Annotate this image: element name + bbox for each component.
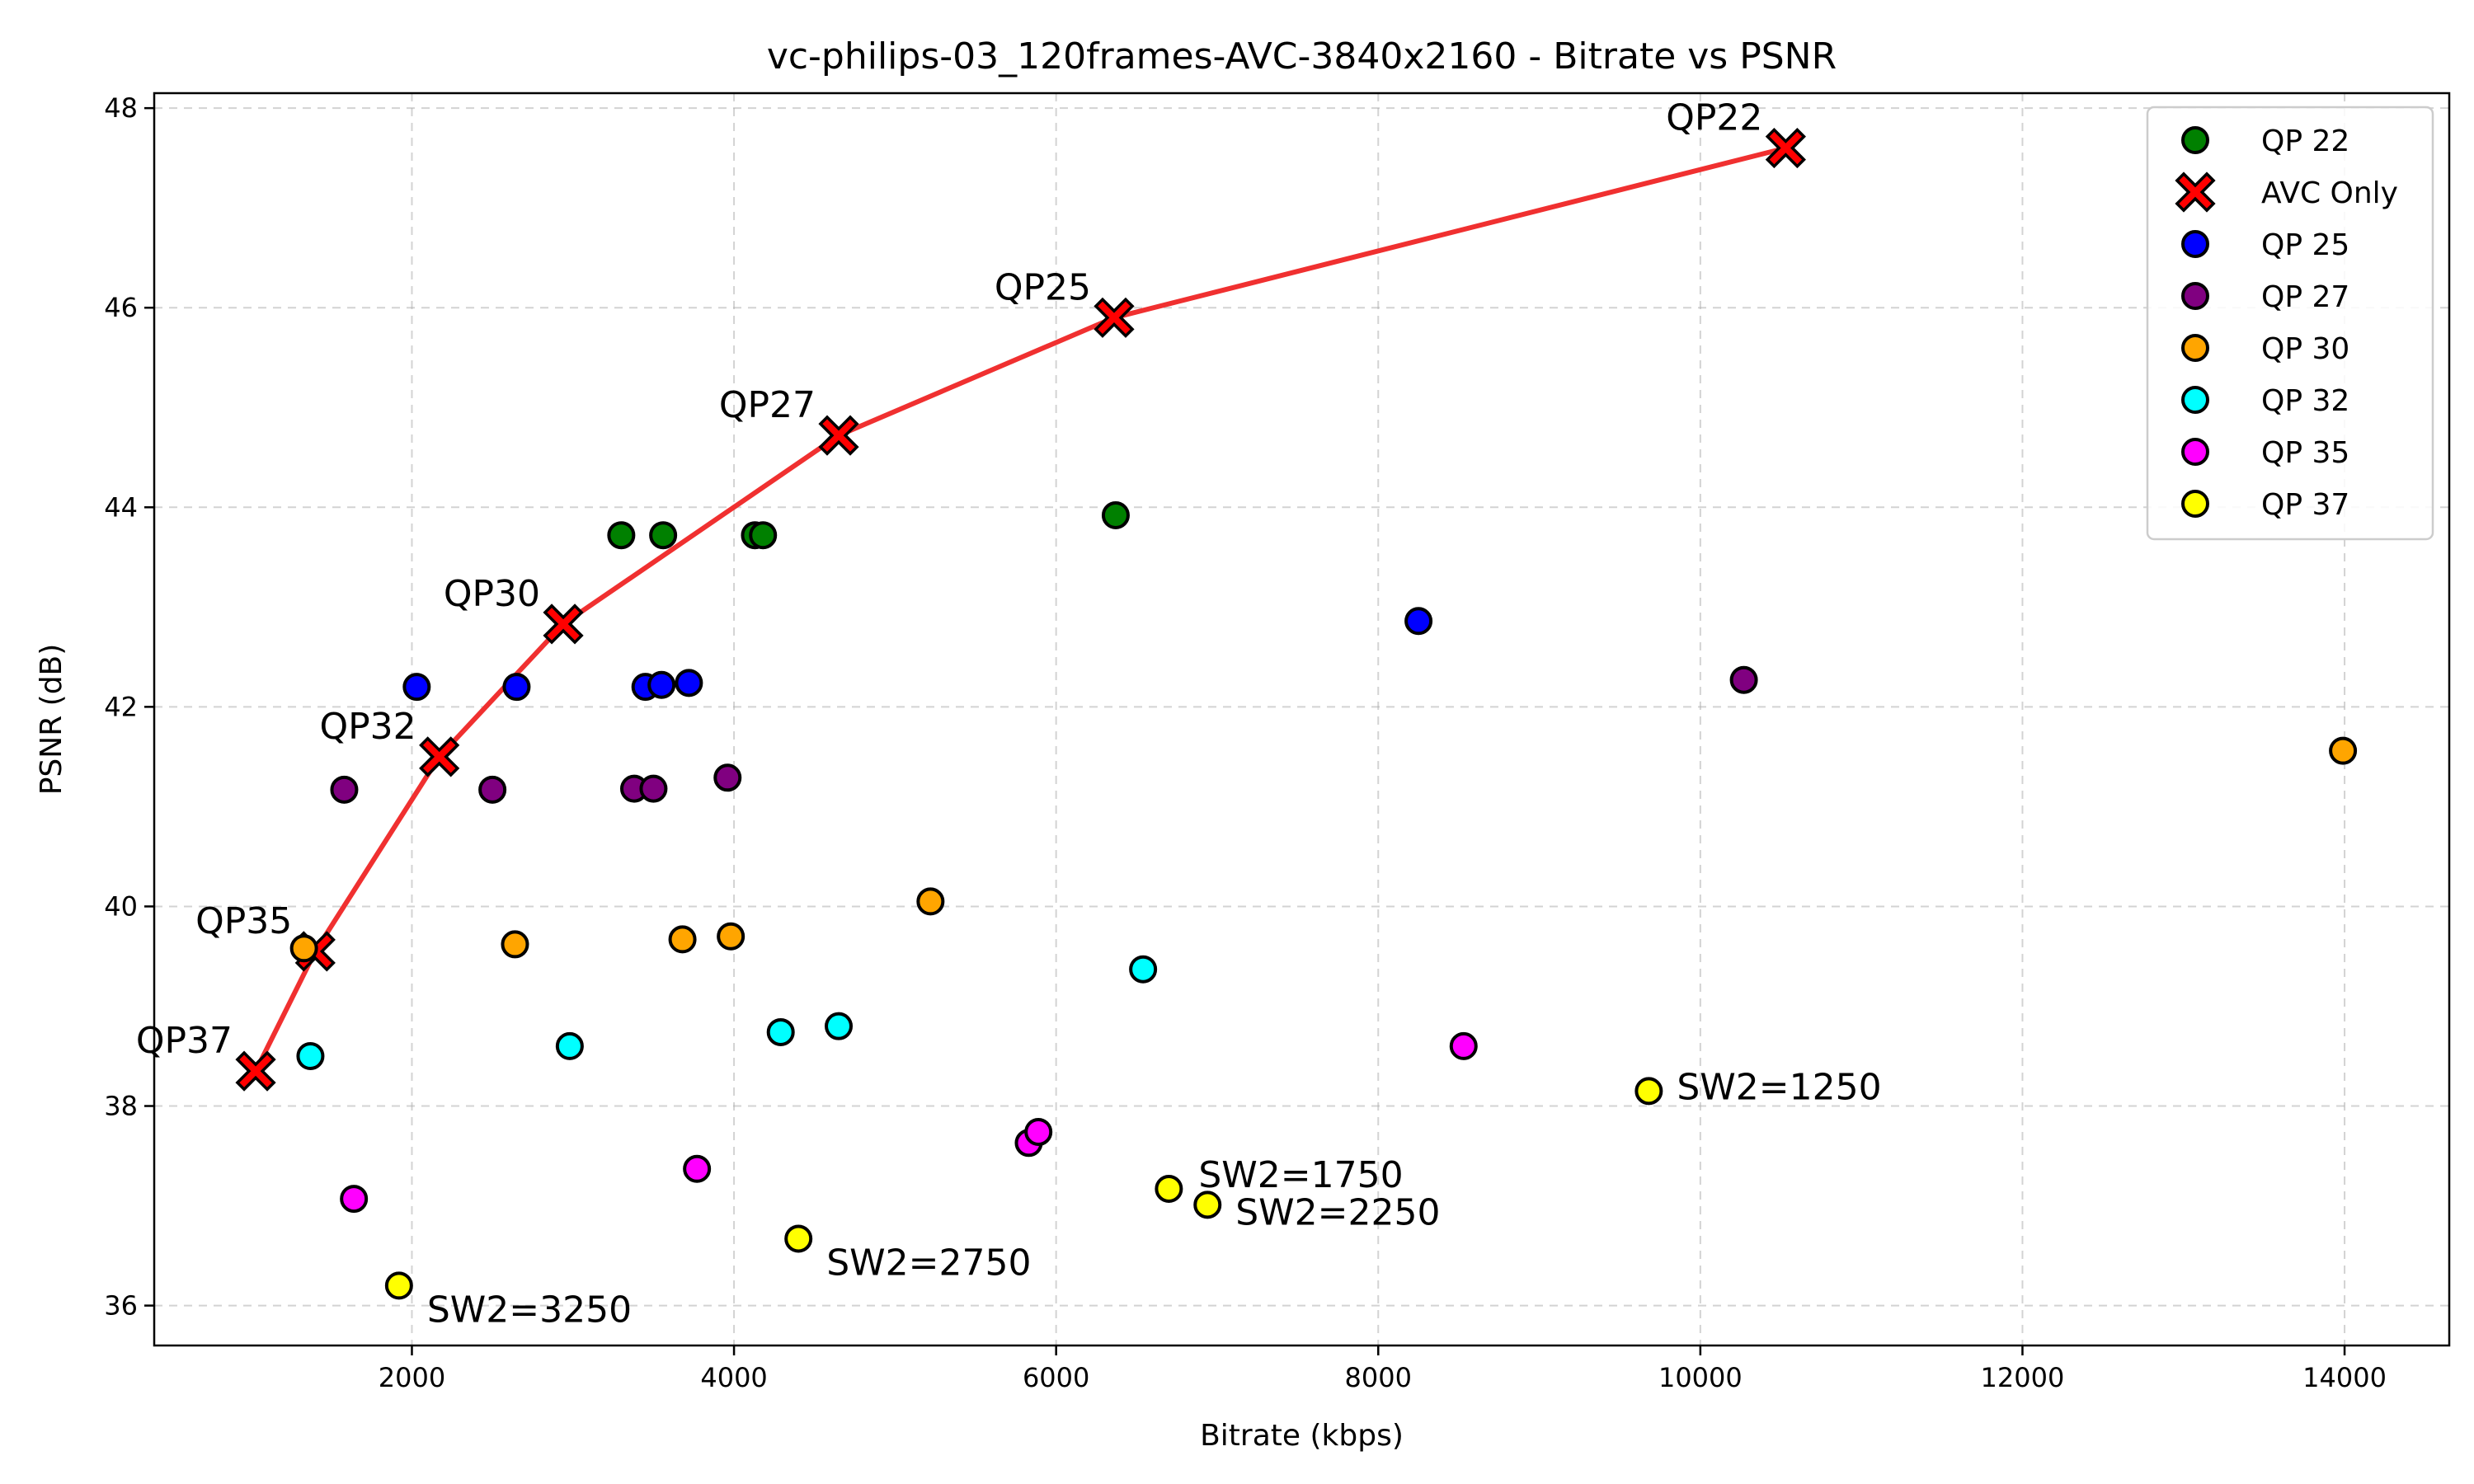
avc-only-annotation: QP35 [195, 900, 292, 942]
legend-label: QP 37 [2261, 488, 2349, 522]
legend-label: QP 22 [2261, 124, 2349, 158]
legend-label: QP 27 [2261, 280, 2349, 314]
y-tick-label: 38 [104, 1091, 138, 1122]
qp-35-point [1449, 1031, 1478, 1060]
qp-22-point [607, 521, 636, 550]
legend-marker [2181, 334, 2209, 362]
avc-only-point [235, 1050, 276, 1092]
qp-30-point [289, 934, 318, 963]
qp-25-point [402, 673, 431, 702]
qp-25-point [675, 669, 703, 697]
legend-marker [2181, 490, 2209, 518]
y-tick-label: 42 [104, 691, 138, 722]
legend-box [2146, 106, 2434, 541]
qp-37-annotation: SW2=2250 [1235, 1191, 1440, 1233]
legend-marker [2181, 230, 2209, 258]
plot-frame [153, 92, 2451, 1347]
qp-30-point [717, 922, 745, 951]
qp-22-point [649, 521, 678, 550]
data-markers [235, 127, 2358, 1300]
axis-ticks: 2000 4000 6000 8000 10000 12000 14000 36 38 40 42 4… [104, 92, 2387, 1393]
chart-title: vc-philips-03_120frames-AVC-3840x2160 - … [767, 35, 1837, 77]
y-tick-label: 36 [104, 1290, 138, 1322]
avc-only-annotation: QP32 [320, 706, 416, 748]
y-tick-label: 48 [104, 92, 138, 124]
qp-37-point [1193, 1190, 1222, 1219]
legend-marker [2181, 438, 2209, 466]
y-tick-label: 44 [104, 491, 138, 523]
qp-35-point [683, 1154, 712, 1183]
qp-37-annotation: SW2=1750 [1198, 1154, 1403, 1196]
avc-only-annotation: QP25 [995, 266, 1091, 308]
qp-37-annotation: SW2=2750 [826, 1242, 1031, 1284]
x-tick-label: 14000 [2302, 1362, 2387, 1393]
qp-27-point [330, 775, 359, 804]
qp-35-point [340, 1185, 369, 1214]
legend-label: QP 30 [2261, 332, 2349, 366]
x-axis-title: Bitrate (kbps) [1200, 1419, 1404, 1453]
qp-25-point [1404, 607, 1433, 636]
y-tick-label: 46 [104, 292, 138, 323]
qp-27-point [639, 774, 668, 803]
qp-32-point [296, 1041, 325, 1070]
avc-only-point [1765, 127, 1806, 169]
qp-32-point [1129, 955, 1158, 984]
qp-30-point [916, 887, 945, 916]
qp-37-annotation: SW2=3250 [427, 1289, 632, 1331]
x-tick-label: 6000 [1023, 1362, 1089, 1393]
point-annotations: QP37 QP35 QP32 QP30 QP27 QP25 QP22 SW2=3250 SW2=… [136, 97, 1882, 1331]
legend: QP 22 AVC Only QP 25 QP 27 QP 30 QP 32 QP 35 QP… [2146, 106, 2434, 541]
x-tick-label: 4000 [700, 1362, 767, 1393]
avc-only-annotation: QP30 [444, 573, 540, 615]
qp-27-point [713, 763, 742, 792]
qp-32-point [766, 1017, 795, 1046]
legend-label: QP 35 [2261, 436, 2349, 470]
legend-marker [2181, 126, 2209, 154]
qp-30-point [501, 930, 529, 959]
legend-label: QP 32 [2261, 384, 2349, 418]
avc-only-point [543, 603, 584, 645]
qp-32-point [555, 1031, 584, 1060]
qp-30-point [668, 925, 697, 954]
qp-22-point [749, 521, 778, 550]
qp-27-point [1729, 665, 1758, 694]
qp-37-annotation: SW2=1250 [1677, 1066, 1881, 1108]
legend-marker [2181, 282, 2209, 310]
qp-37-point [1155, 1174, 1183, 1203]
avc-only-point [818, 415, 859, 456]
qp-37-point [384, 1271, 413, 1300]
avc-only-point [1094, 297, 1135, 338]
legend-marker [2175, 171, 2216, 213]
qp-25-point [502, 673, 531, 702]
qp-37-point [784, 1224, 813, 1253]
qp-22-point [1101, 500, 1130, 529]
legend-label: QP 25 [2261, 228, 2349, 262]
x-tick-label: 12000 [1981, 1362, 2065, 1393]
y-axis-title: PSNR (dB) [35, 644, 68, 796]
legend-marker [2181, 386, 2209, 414]
avc-only-annotation: QP27 [719, 384, 816, 426]
qp-37-point [1634, 1077, 1663, 1106]
qp-27-point [478, 775, 507, 804]
x-tick-label: 10000 [1658, 1362, 1743, 1393]
x-tick-label: 8000 [1345, 1362, 1412, 1393]
qp-30-point [2329, 736, 2358, 765]
grid-lines [154, 93, 2449, 1345]
y-tick-label: 40 [104, 890, 138, 922]
avc-only-point [419, 736, 460, 777]
x-tick-label: 2000 [379, 1362, 445, 1393]
qp-35-point [1024, 1117, 1053, 1146]
qp-25-point [647, 670, 676, 699]
qp-32-point [825, 1012, 854, 1040]
legend-label: AVC Only [2261, 176, 2398, 210]
avc-only-annotation: QP37 [136, 1020, 233, 1062]
avc-only-annotation: QP22 [1666, 97, 1762, 139]
